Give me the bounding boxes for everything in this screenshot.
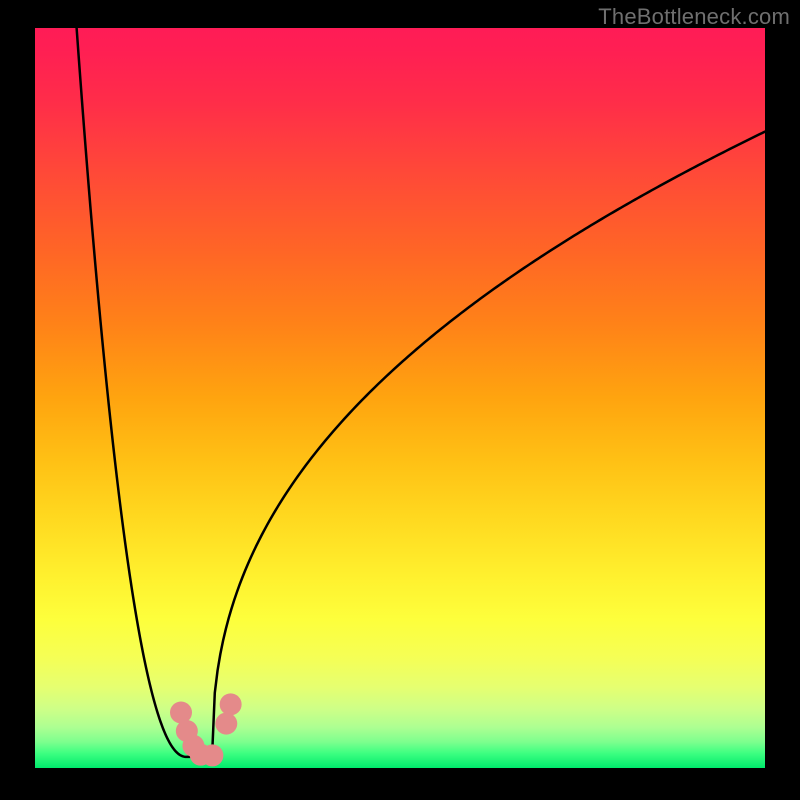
data-marker: [201, 744, 223, 766]
watermark-label: TheBottleneck.com: [598, 4, 790, 30]
figure-root: TheBottleneck.com: [0, 0, 800, 800]
data-marker: [215, 713, 237, 735]
data-marker: [220, 693, 242, 715]
bottleneck-chart: [0, 0, 800, 800]
